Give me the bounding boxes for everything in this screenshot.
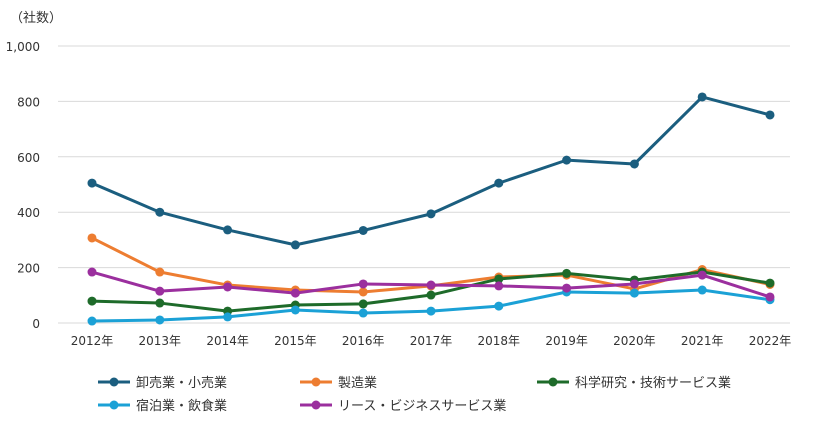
data-point [629, 279, 639, 289]
data-point [87, 316, 97, 326]
data-point [629, 159, 639, 169]
y-tick-label: 0 [32, 317, 40, 331]
legend-label: リース・ビジネスサービス業 [338, 398, 506, 414]
y-tick-label: 800 [17, 95, 40, 109]
data-point [629, 288, 639, 298]
data-point [426, 280, 436, 290]
x-tick-label: 2014年 [206, 334, 249, 348]
legend-marker [311, 377, 321, 387]
data-point [358, 225, 368, 235]
legend-label: 卸売業・小売業 [136, 375, 227, 391]
data-point [290, 305, 300, 315]
data-point [87, 178, 97, 188]
data-point [765, 278, 775, 288]
legend-label: 宿泊業・飲食業 [136, 398, 227, 414]
x-tick-label: 2020年 [613, 334, 656, 348]
data-point [697, 270, 707, 280]
data-point [494, 281, 504, 291]
series-3 [87, 285, 775, 326]
y-tick-label: 200 [17, 262, 40, 276]
legend-label: 製造業 [338, 375, 377, 391]
data-point [562, 268, 572, 278]
legend-marker [109, 377, 119, 387]
y-tick-label: 400 [17, 206, 40, 220]
data-point [155, 298, 165, 308]
data-point [426, 290, 436, 300]
data-point [426, 209, 436, 219]
data-point [290, 288, 300, 298]
series-4 [87, 267, 775, 302]
y-axis-label: （社数） [10, 10, 62, 26]
legend-item: 卸売業・小売業 [98, 375, 227, 391]
data-point [358, 279, 368, 289]
x-tick-label: 2016年 [342, 334, 385, 348]
data-point [87, 296, 97, 306]
data-point [358, 308, 368, 318]
data-point [358, 287, 368, 297]
legend-item: 科学研究・技術サービス業 [537, 375, 731, 391]
data-point [155, 286, 165, 296]
y-tick-label: 600 [17, 151, 40, 165]
legend-marker [548, 377, 558, 387]
data-point [426, 306, 436, 316]
legend-label: 科学研究・技術サービス業 [575, 375, 731, 391]
data-point [155, 267, 165, 277]
x-tick-label: 2013年 [139, 334, 182, 348]
data-point [223, 225, 233, 235]
data-point [697, 92, 707, 102]
legend-item: リース・ビジネスサービス業 [300, 398, 506, 414]
x-tick-label: 2012年 [71, 334, 114, 348]
x-tick-label: 2017年 [410, 334, 453, 348]
y-tick-label: 1,000 [6, 40, 40, 54]
data-point [223, 312, 233, 322]
data-point [494, 178, 504, 188]
data-point [223, 282, 233, 292]
data-point [155, 315, 165, 325]
legend-item: 製造業 [300, 375, 377, 391]
x-tick-label: 2018年 [478, 334, 521, 348]
data-point [562, 155, 572, 165]
data-point [87, 267, 97, 277]
x-tick-label: 2019年 [545, 334, 588, 348]
x-tick-label: 2022年 [749, 334, 792, 348]
series-0 [87, 92, 775, 250]
data-point [765, 292, 775, 302]
data-point [494, 274, 504, 284]
x-tick-label: 2021年 [681, 334, 724, 348]
data-point [765, 110, 775, 120]
legend-marker [311, 400, 321, 410]
legend-item: 宿泊業・飲食業 [98, 398, 227, 414]
data-point [155, 207, 165, 217]
data-point [290, 240, 300, 250]
data-point [697, 285, 707, 295]
data-point [494, 301, 504, 311]
series-line [91, 95, 771, 247]
data-point [87, 233, 97, 243]
legend-marker [109, 400, 119, 410]
data-point [358, 299, 368, 309]
x-tick-label: 2015年 [274, 334, 317, 348]
data-point [562, 283, 572, 293]
